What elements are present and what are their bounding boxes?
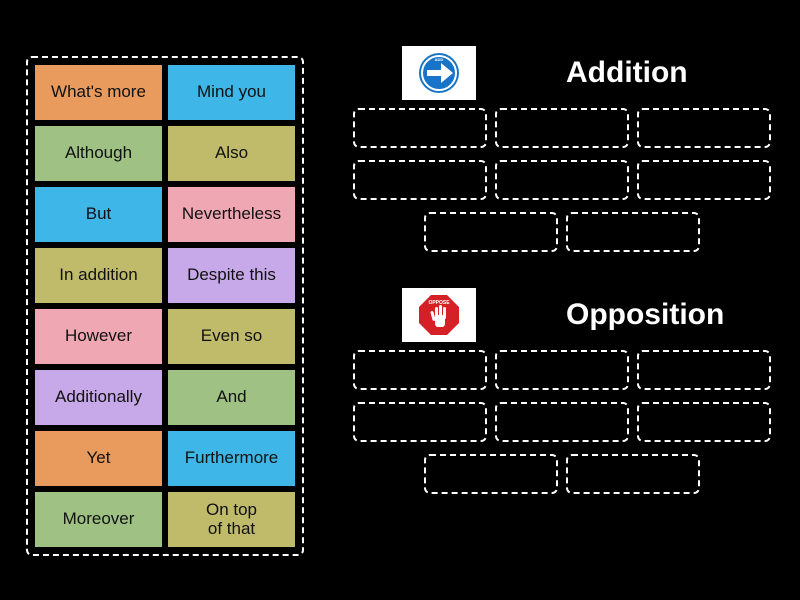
drop-slot[interactable] xyxy=(637,160,771,200)
drop-slot[interactable] xyxy=(495,402,629,442)
word-tile[interactable]: Furthermore xyxy=(166,429,297,488)
drop-slot[interactable] xyxy=(637,108,771,148)
word-tile[interactable]: Additionally xyxy=(33,368,164,427)
drop-slot[interactable] xyxy=(637,402,771,442)
word-bank: What's moreMind youAlthoughAlsoButNevert… xyxy=(26,56,304,556)
word-tile[interactable]: However xyxy=(33,307,164,366)
icon-caption: ADD xyxy=(435,57,444,62)
group-opposition: OPPOSE Opposition xyxy=(342,288,782,500)
word-tile[interactable]: But xyxy=(33,185,164,244)
word-tile[interactable]: And xyxy=(166,368,297,427)
group-header: ADD Addition xyxy=(342,46,782,100)
arrow-right-circle-icon: ADD xyxy=(402,46,476,100)
drop-slot[interactable] xyxy=(495,160,629,200)
word-tile[interactable]: Although xyxy=(33,124,164,183)
group-title: Addition xyxy=(566,56,688,90)
drop-slot[interactable] xyxy=(424,454,558,494)
word-tile[interactable]: Also xyxy=(166,124,297,183)
group-header: OPPOSE Opposition xyxy=(342,288,782,342)
word-tile[interactable]: Mind you xyxy=(166,63,297,122)
word-tile[interactable]: Yet xyxy=(33,429,164,488)
drop-slot[interactable] xyxy=(566,212,700,252)
drop-slots-addition xyxy=(342,108,782,258)
word-tile[interactable]: Despite this xyxy=(166,246,297,305)
word-tile[interactable]: What's more xyxy=(33,63,164,122)
drop-slots-opposition xyxy=(342,350,782,500)
group-addition: ADD Addition xyxy=(342,46,782,258)
drop-slot[interactable] xyxy=(424,212,558,252)
icon-caption: OPPOSE xyxy=(428,300,450,306)
stop-sign-hand-icon: OPPOSE xyxy=(402,288,476,342)
drop-slot[interactable] xyxy=(353,108,487,148)
word-tile[interactable]: Nevertheless xyxy=(166,185,297,244)
stage: What's moreMind youAlthoughAlsoButNevert… xyxy=(0,0,800,600)
word-tile[interactable]: Even so xyxy=(166,307,297,366)
drop-slot[interactable] xyxy=(353,350,487,390)
drop-slot[interactable] xyxy=(353,160,487,200)
group-title: Opposition xyxy=(566,298,724,332)
word-tile[interactable]: On topof that xyxy=(166,490,297,549)
word-tile[interactable]: In addition xyxy=(33,246,164,305)
drop-slot[interactable] xyxy=(353,402,487,442)
word-tile[interactable]: Moreover xyxy=(33,490,164,549)
drop-slot[interactable] xyxy=(566,454,700,494)
drop-slot[interactable] xyxy=(637,350,771,390)
drop-slot[interactable] xyxy=(495,350,629,390)
drop-slot[interactable] xyxy=(495,108,629,148)
